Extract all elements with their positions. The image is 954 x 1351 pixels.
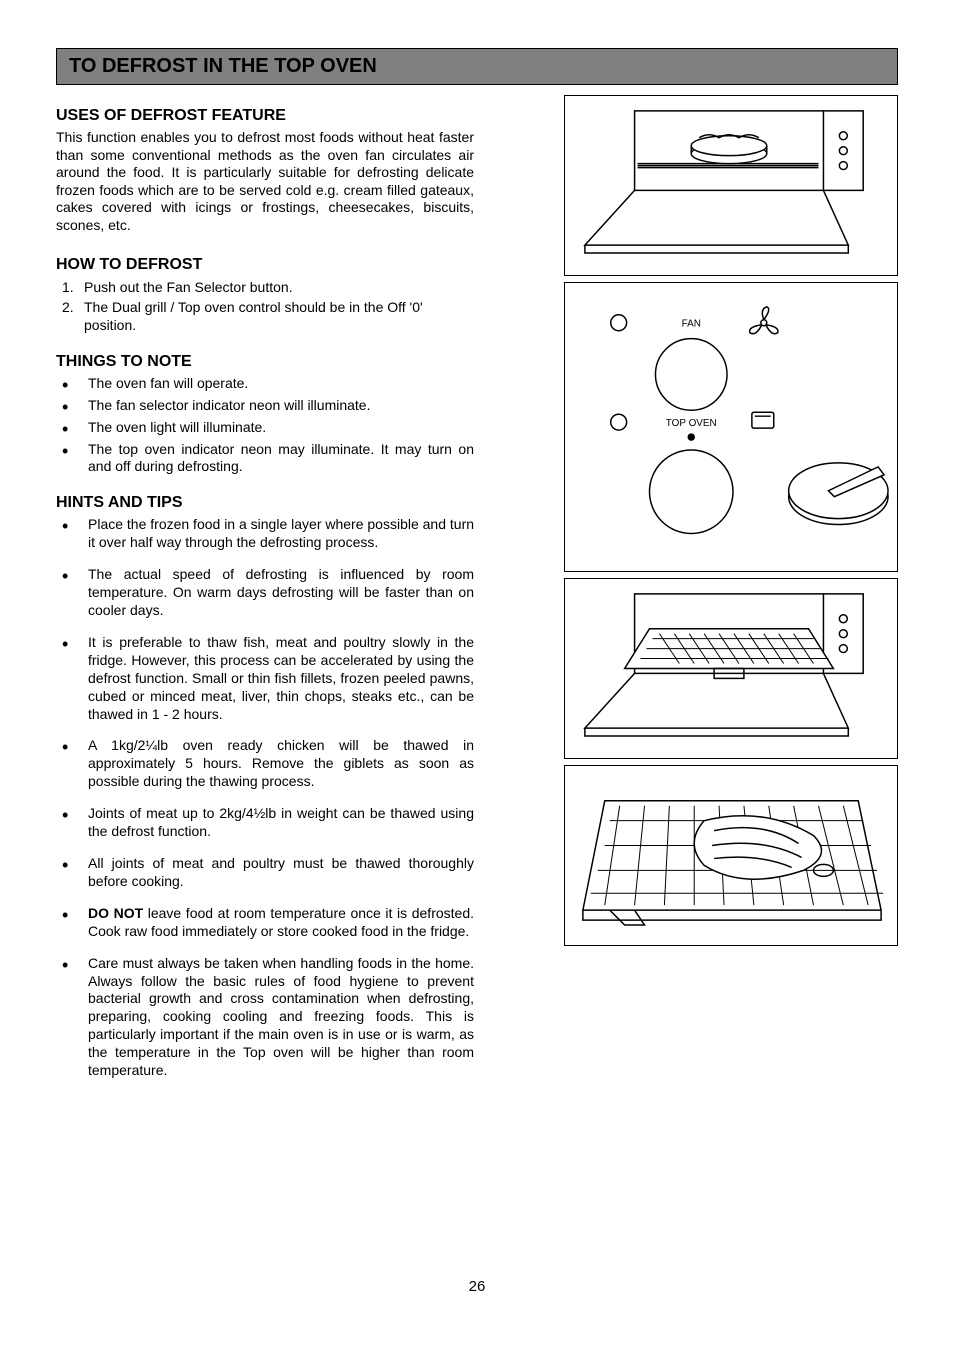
hints-list: •Place the frozen food in a single layer… — [56, 516, 474, 1080]
donot-rest: leave food at room temperature once it i… — [88, 905, 474, 939]
hint-item: •Place the frozen food in a single layer… — [62, 516, 474, 552]
svg-text:FAN: FAN — [682, 319, 701, 330]
uses-body: This function enables you to defrost mos… — [56, 129, 474, 234]
content-columns: USES OF DEFROST FEATURE This function en… — [56, 95, 898, 1094]
figure-oven-rack — [564, 578, 898, 759]
heading-hints: HINTS AND TIPS — [56, 494, 474, 512]
hint-item: •The actual speed of defrosting is influ… — [62, 566, 474, 620]
step-1: 1.Push out the Fan Selector button. — [62, 278, 474, 296]
step-2: 2.The Dual grill / Top oven control shou… — [62, 298, 474, 334]
hint-item: •Joints of meat up to 2kg/4½lb in weight… — [62, 805, 474, 841]
hint-item: •It is preferable to thaw fish, meat and… — [62, 634, 474, 724]
right-column: FAN TOP OVEN — [564, 95, 898, 1094]
hint-item: •A 1kg/2¼lb oven ready chicken will be t… — [62, 737, 474, 791]
heading-uses: USES OF DEFROST FEATURE — [56, 107, 474, 125]
title-bar: TO DEFROST IN THE TOP OVEN — [56, 48, 898, 85]
donot-label: DO NOT — [88, 905, 143, 921]
how-steps: 1.Push out the Fan Selector button. 2.Th… — [56, 278, 474, 335]
figure-control-panel: FAN TOP OVEN — [564, 282, 898, 572]
hint-item-donot: •DO NOT leave food at room temperature o… — [62, 905, 474, 941]
figure-rack-meat — [564, 765, 898, 946]
heading-how: HOW TO DEFROST — [56, 256, 474, 274]
svg-text:TOP OVEN: TOP OVEN — [666, 418, 717, 429]
page-number: 26 — [0, 1278, 954, 1295]
note-item: •The oven fan will operate. — [62, 375, 474, 394]
page: TO DEFROST IN THE TOP OVEN USES OF DEFRO… — [0, 0, 954, 1134]
page-title: TO DEFROST IN THE TOP OVEN — [69, 55, 885, 78]
note-item: •The fan selector indicator neon will il… — [62, 397, 474, 416]
heading-note: THINGS TO NOTE — [56, 353, 474, 371]
note-item: •The oven light will illuminate. — [62, 419, 474, 438]
hint-item: •Care must always be taken when handling… — [62, 955, 474, 1080]
hint-item: •All joints of meat and poultry must be … — [62, 855, 474, 891]
note-item: •The top oven indicator neon may illumin… — [62, 441, 474, 477]
left-column: USES OF DEFROST FEATURE This function en… — [56, 95, 474, 1094]
note-list: •The oven fan will operate. •The fan sel… — [56, 375, 474, 477]
figure-oven-cake — [564, 95, 898, 276]
